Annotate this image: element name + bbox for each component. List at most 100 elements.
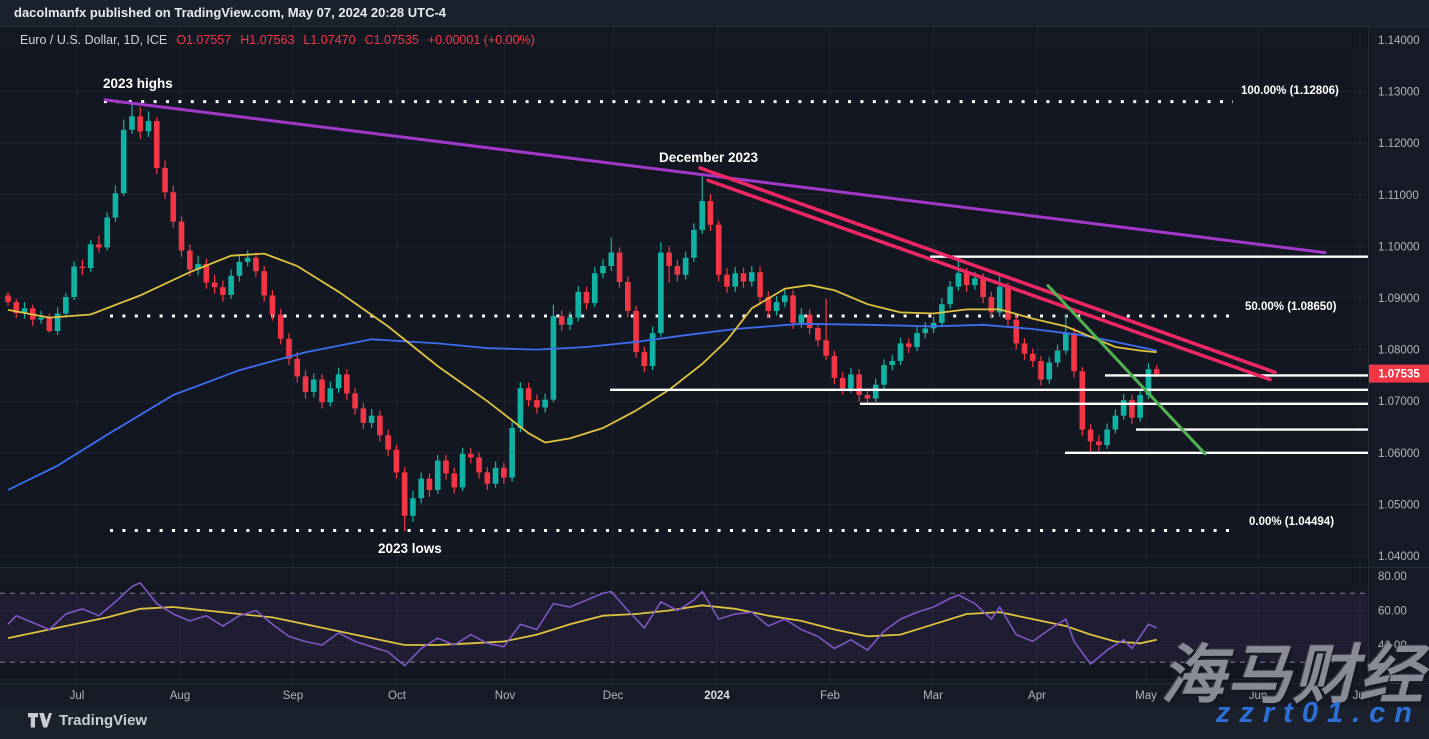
price-tick-label: 1.13000	[1378, 87, 1420, 99]
candle-body	[583, 291, 590, 304]
candle-body	[972, 278, 978, 286]
rsi-line	[7, 581, 1158, 667]
candle-body	[170, 192, 177, 222]
candle-body	[839, 377, 846, 389]
candle-body	[1096, 441, 1102, 446]
candle-body	[1071, 333, 1077, 372]
candle-body	[947, 286, 953, 305]
watermark-cn-text: 海马财经	[1161, 639, 1425, 711]
candle-body	[980, 278, 986, 297]
tradingview-logo-text: TradingView	[59, 712, 148, 729]
candle-body	[443, 460, 449, 474]
ohlc-open: O1.07557	[176, 33, 232, 47]
fib-label-0: 0.00% (1.04494)	[1249, 516, 1335, 528]
time-axis-label: Apr	[1028, 690, 1046, 702]
candle-body	[319, 379, 325, 403]
candle-body	[5, 295, 11, 303]
ma-slow-line	[7, 322, 1157, 491]
candle-body	[509, 428, 515, 478]
candle-body	[253, 257, 259, 272]
candle-body	[831, 355, 838, 378]
candle-body	[244, 257, 251, 262]
candle-body	[525, 388, 532, 401]
candle-body	[459, 453, 466, 488]
candle-body	[368, 415, 375, 423]
candle-body	[715, 224, 722, 275]
chart-background	[0, 26, 1429, 683]
price-tick-label: 1.08000	[1378, 345, 1420, 357]
price-tick-label: 1.10000	[1378, 241, 1420, 253]
candle-body	[608, 252, 615, 267]
candle-body	[79, 266, 86, 269]
candle-body	[1046, 362, 1053, 380]
candle-body	[558, 316, 565, 325]
candle-body	[1112, 415, 1119, 430]
candle-body	[211, 282, 218, 288]
candle-body	[600, 266, 606, 274]
candle-body	[112, 193, 119, 218]
rsi-tick-label: 40.00	[1378, 640, 1407, 652]
candle-body	[352, 393, 358, 409]
candle-body	[550, 316, 557, 400]
price-tick-label: 1.12000	[1378, 138, 1420, 150]
candle-body	[567, 317, 573, 325]
candle-body	[864, 395, 871, 399]
candle-body	[236, 261, 243, 276]
candle-body	[707, 200, 714, 225]
candle-body	[377, 415, 383, 436]
candle-body	[616, 252, 623, 283]
april-trendline	[1046, 284, 1207, 456]
candle-body	[484, 472, 491, 484]
candle-body	[418, 478, 424, 499]
symbol-title: Euro / U.S. Dollar, 1D, ICE	[20, 33, 168, 47]
candle-body	[203, 263, 210, 283]
fib-label-50: 50.00% (1.08650)	[1245, 301, 1337, 313]
candle-body	[120, 129, 127, 194]
candle-body	[732, 273, 739, 287]
candle-body	[277, 314, 284, 339]
candle-body	[187, 250, 193, 270]
publisher-text: dacolmanfx published on TradingView.com,…	[14, 5, 447, 20]
candle-body	[691, 229, 697, 258]
candle-body	[1054, 350, 1061, 363]
candle-body	[1137, 395, 1143, 418]
candle-body	[823, 340, 829, 356]
rsi-band	[0, 593, 1368, 663]
tradingview-logo[interactable]: TradingView	[28, 712, 147, 729]
time-axis-label: Mar	[923, 690, 943, 702]
price-axis-panel	[1368, 26, 1429, 683]
time-axis-label: Feb	[820, 690, 840, 702]
candle-body	[96, 244, 102, 248]
candle-body	[988, 296, 995, 313]
candle-body	[269, 295, 276, 315]
candle-body	[426, 478, 433, 490]
candle-body	[104, 217, 110, 248]
candle-body	[955, 273, 962, 287]
candle-body	[195, 263, 201, 270]
price-tick-label: 1.11000	[1378, 190, 1419, 202]
candle-body	[1013, 319, 1020, 344]
candle-body	[21, 308, 28, 313]
december-trendline-1	[698, 166, 1277, 375]
candle-body	[401, 472, 408, 516]
candle-body	[228, 275, 234, 295]
descending-channel-upper	[103, 98, 1327, 255]
candle-body	[963, 273, 970, 286]
time-axis-label: Jun	[1249, 690, 1268, 702]
candle-body	[145, 121, 152, 132]
candle-body	[492, 467, 499, 484]
price-tick-label: 1.05000	[1378, 499, 1420, 511]
candle-body	[385, 435, 391, 450]
rsi-ma-line	[7, 604, 1157, 646]
candle-body	[740, 273, 747, 282]
candle-body	[848, 374, 854, 389]
candle-body	[1145, 369, 1152, 396]
candle-body	[872, 384, 879, 399]
candle-body	[856, 374, 862, 396]
symbol-legend[interactable]: Euro / U.S. Dollar, 1D, ICE O1.07557 H1.07…	[20, 33, 544, 47]
time-axis-label: Jul	[1353, 690, 1368, 702]
ohlc-high: H1.07563	[240, 33, 295, 47]
candle-body	[591, 273, 598, 304]
candle-body	[476, 457, 482, 473]
